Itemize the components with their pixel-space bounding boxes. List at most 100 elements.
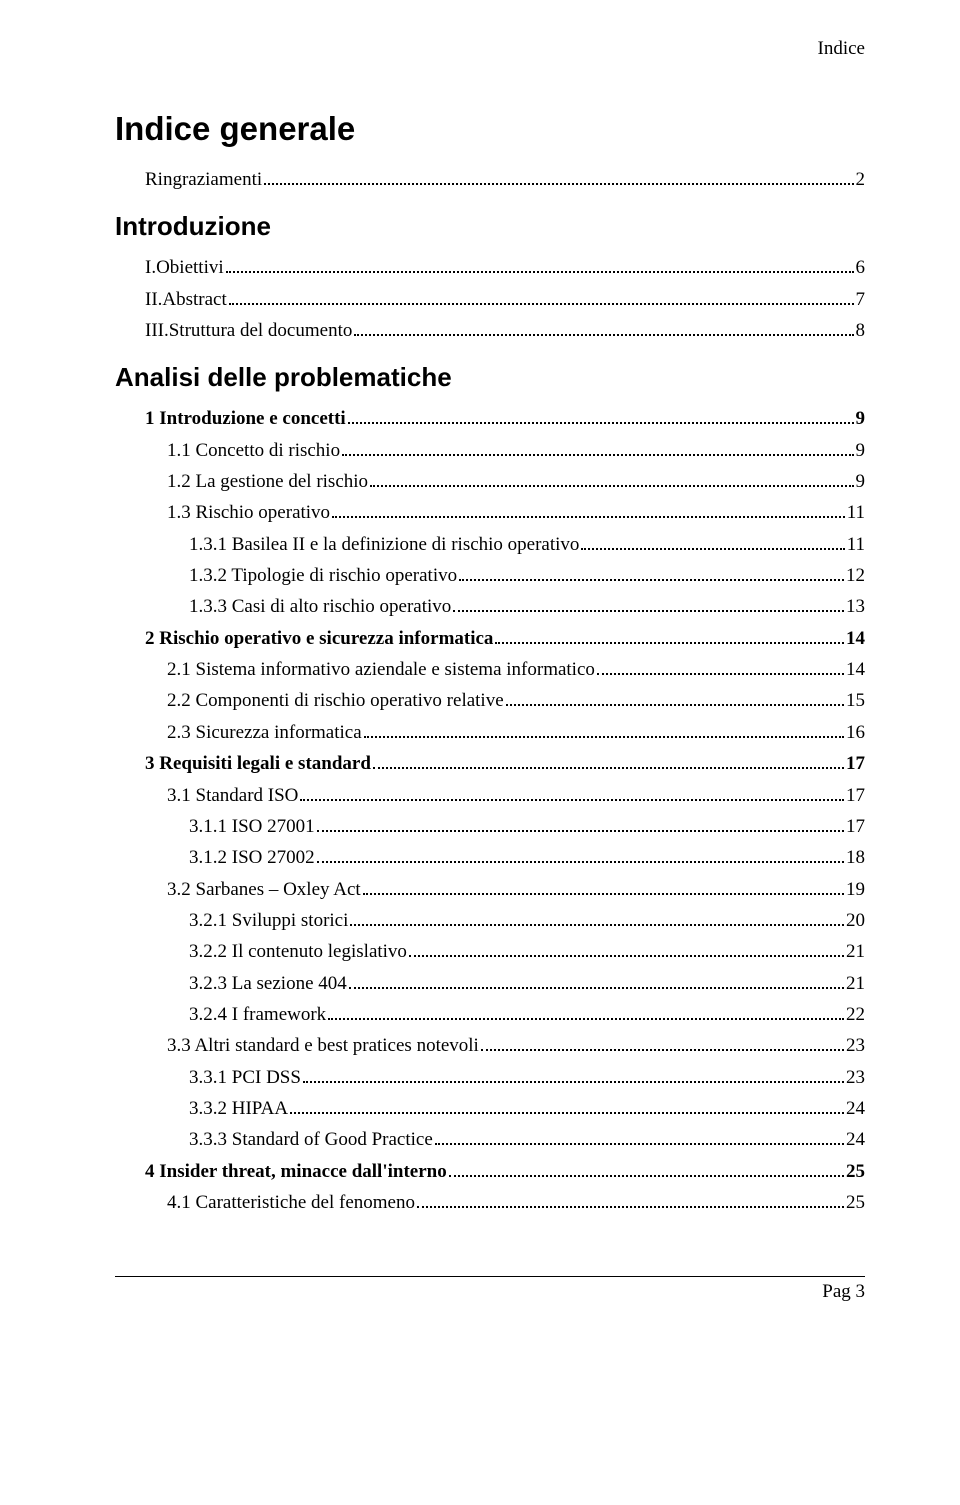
- toc-leader: [290, 1096, 844, 1114]
- toc-entry-label: 1.2 La gestione del rischio: [167, 466, 368, 497]
- toc-entry-label: 3.1.2 ISO 27002: [189, 842, 315, 873]
- toc-row: 3.2.4 I framework 22: [115, 999, 865, 1030]
- toc-row: 3.3.3 Standard of Good Practice 24: [115, 1124, 865, 1155]
- toc-entry-page: 25: [846, 1187, 865, 1218]
- toc-row: II.Abstract 7: [115, 284, 865, 315]
- toc-leader: [328, 1002, 844, 1020]
- toc-section-title: Analisi delle problematiche: [115, 362, 865, 393]
- toc-row: 3.2 Sarbanes – Oxley Act19: [115, 874, 865, 905]
- toc-leader: [317, 845, 844, 863]
- toc-row: I.Obiettivi 6: [115, 252, 865, 283]
- toc-entry-page: 13: [846, 591, 865, 622]
- toc-entry-label: 1.3 Rischio operativo: [167, 497, 330, 528]
- toc-entry-label: Ringraziamenti: [145, 164, 262, 195]
- toc-row: 3.2.3 La sezione 404 21: [115, 968, 865, 999]
- toc-entry-label: 1.3.2 Tipologie di rischio operativo: [189, 560, 457, 591]
- toc-entry-page: 15: [846, 685, 865, 716]
- toc-entry-label: 2.3 Sicurezza informatica: [167, 717, 362, 748]
- toc-leader: [350, 908, 844, 926]
- toc-row: 3.1.1 ISO 2700117: [115, 811, 865, 842]
- toc-entry-label: 3.2.3 La sezione 404: [189, 968, 347, 999]
- toc-entry-page: 12: [846, 560, 865, 591]
- toc-entry-page: 11: [847, 497, 865, 528]
- toc-entry-page: 2: [856, 164, 866, 195]
- toc-row: 2.3 Sicurezza informatica16: [115, 717, 865, 748]
- toc-entry-page: 18: [846, 842, 865, 873]
- table-of-contents: Ringraziamenti2IntroduzioneI.Obiettivi6I…: [115, 164, 865, 1218]
- toc-entry-label: 1.3.3 Casi di alto rischio operativo: [189, 591, 451, 622]
- toc-leader: [459, 563, 844, 581]
- toc-leader: [481, 1033, 844, 1051]
- toc-leader: [409, 939, 844, 957]
- toc-entry-page: 23: [846, 1030, 865, 1061]
- toc-leader: [349, 970, 844, 988]
- toc-leader: [364, 720, 844, 738]
- toc-entry-page: 19: [846, 874, 865, 905]
- toc-leader: [435, 1127, 844, 1145]
- toc-leader: [348, 406, 854, 424]
- document-title: Indice generale: [115, 110, 865, 148]
- toc-row: 1 Introduzione e concetti 9: [115, 403, 865, 434]
- toc-row: 2.1 Sistema informativo aziendale e sist…: [115, 654, 865, 685]
- toc-leader: [373, 751, 844, 769]
- toc-entry-page: 9: [856, 403, 866, 434]
- toc-row: 3.2.2 Il contenuto legislativo21: [115, 936, 865, 967]
- toc-entry-label: 1 Introduzione e concetti: [145, 403, 346, 434]
- toc-row: 1.3 Rischio operativo 11: [115, 497, 865, 528]
- toc-entry-page: 14: [846, 623, 865, 654]
- toc-entry-label: 1.1 Concetto di rischio: [167, 435, 340, 466]
- toc-row: 1.3.1 Basilea II e la definizione di ris…: [115, 529, 865, 560]
- toc-entry-page: 17: [846, 748, 865, 779]
- toc-row: 3 Requisiti legali e standard17: [115, 748, 865, 779]
- toc-leader: [417, 1190, 844, 1208]
- toc-row: 2 Rischio operativo e sicurezza informat…: [115, 623, 865, 654]
- toc-entry-label: 3.3.3 Standard of Good Practice: [189, 1124, 433, 1155]
- toc-row: 1.3.2 Tipologie di rischio operativo 12: [115, 560, 865, 591]
- toc-leader: [342, 438, 853, 456]
- toc-entry-page: 6: [856, 252, 866, 283]
- page-header-label: Indice: [115, 38, 865, 60]
- toc-entry-label: I.Obiettivi: [145, 252, 224, 283]
- toc-entry-label: 3.2.4 I framework: [189, 999, 326, 1030]
- toc-leader: [597, 657, 844, 675]
- toc-entry-page: 25: [846, 1156, 865, 1187]
- toc-entry-page: 9: [856, 435, 866, 466]
- toc-entry-page: 7: [856, 284, 866, 315]
- toc-entry-label: 1.3.1 Basilea II e la definizione di ris…: [189, 529, 579, 560]
- toc-entry-label: 3.3 Altri standard e best pratices notev…: [167, 1030, 479, 1061]
- toc-entry-page: 8: [856, 315, 866, 346]
- toc-entry-page: 24: [846, 1093, 865, 1124]
- toc-entry-label: 4.1 Caratteristiche del fenomeno: [167, 1187, 415, 1218]
- toc-entry-page: 22: [846, 999, 865, 1030]
- toc-entry-label: 4 Insider threat, minacce dall'interno: [145, 1156, 447, 1187]
- toc-leader: [229, 287, 854, 305]
- toc-entry-label: II.Abstract: [145, 284, 227, 315]
- toc-leader: [449, 1158, 844, 1176]
- toc-entry-page: 24: [846, 1124, 865, 1155]
- footer-rule: [115, 1276, 865, 1277]
- toc-entry-page: 20: [846, 905, 865, 936]
- toc-leader: [453, 594, 844, 612]
- toc-entry-page: 23: [846, 1062, 865, 1093]
- toc-row: 3.3.2 HIPAA24: [115, 1093, 865, 1124]
- toc-leader: [226, 255, 854, 273]
- toc-row: III.Struttura del documento 8: [115, 315, 865, 346]
- toc-row: 1.1 Concetto di rischio 9: [115, 435, 865, 466]
- toc-row: 4.1 Caratteristiche del fenomeno 25: [115, 1187, 865, 1218]
- toc-entry-page: 17: [846, 811, 865, 842]
- toc-entry-page: 21: [846, 968, 865, 999]
- toc-row: 3.3.1 PCI DSS 23: [115, 1062, 865, 1093]
- toc-entry-label: 3.3.1 PCI DSS: [189, 1062, 301, 1093]
- toc-row: 3.1.2 ISO 27002 18: [115, 842, 865, 873]
- toc-entry-label: III.Struttura del documento: [145, 315, 352, 346]
- toc-leader: [581, 532, 844, 550]
- toc-entry-page: 17: [846, 780, 865, 811]
- toc-row: Ringraziamenti 2: [115, 164, 865, 195]
- toc-entry-label: 3.1 Standard ISO: [167, 780, 298, 811]
- toc-entry-label: 2.1 Sistema informativo aziendale e sist…: [167, 654, 595, 685]
- toc-leader: [300, 782, 844, 800]
- toc-entry-page: 9: [856, 466, 866, 497]
- toc-row: 3.1 Standard ISO 17: [115, 780, 865, 811]
- toc-entry-label: 2 Rischio operativo e sicurezza informat…: [145, 623, 493, 654]
- toc-leader: [264, 167, 853, 185]
